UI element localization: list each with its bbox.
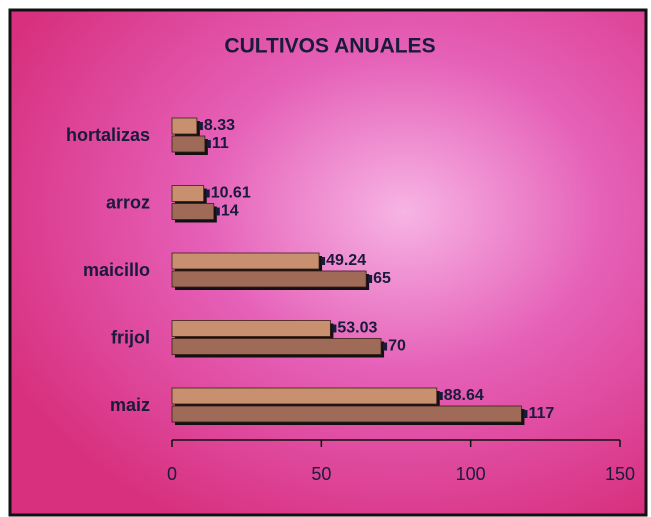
y-tick-label: arroz (106, 192, 150, 212)
label-marker (438, 392, 443, 400)
label-marker (206, 140, 211, 148)
bar (171, 203, 215, 220)
x-tick-label: 0 (167, 464, 177, 484)
data-label: 65 (373, 270, 391, 287)
bar (171, 117, 198, 135)
bar (171, 387, 438, 405)
y-tick-label: frijol (111, 327, 150, 347)
bar (171, 252, 320, 270)
plot-background (8, 8, 648, 517)
label-marker (383, 342, 388, 351)
bar (171, 135, 206, 153)
label-marker (205, 189, 210, 198)
label-marker (215, 207, 220, 216)
data-label: 14 (221, 203, 239, 220)
bar (171, 320, 331, 337)
bar (171, 338, 382, 355)
data-label: 49.24 (326, 252, 366, 269)
data-label: 53.03 (337, 320, 377, 337)
y-tick-label: hortalizas (66, 125, 150, 145)
bar (171, 185, 205, 202)
x-tick-label: 100 (456, 464, 486, 484)
x-tick-label: 150 (605, 464, 635, 484)
bar (171, 405, 522, 423)
label-marker (332, 324, 337, 333)
label-marker (321, 257, 326, 265)
data-label: 11 (212, 135, 229, 152)
bar (171, 270, 367, 288)
label-marker (523, 410, 528, 418)
data-label: 70 (388, 338, 406, 355)
y-tick-label: maiz (110, 395, 150, 415)
data-label: 117 (528, 405, 554, 422)
data-label: 88.64 (444, 387, 484, 404)
label-marker (198, 122, 203, 130)
data-label: 8.33 (204, 117, 235, 134)
label-marker (368, 275, 373, 283)
chart-title: CULTIVOS ANUALES (224, 35, 435, 58)
y-tick-label: maicillo (83, 260, 150, 280)
x-tick-label: 50 (311, 464, 331, 484)
data-label: 10.61 (211, 185, 251, 202)
